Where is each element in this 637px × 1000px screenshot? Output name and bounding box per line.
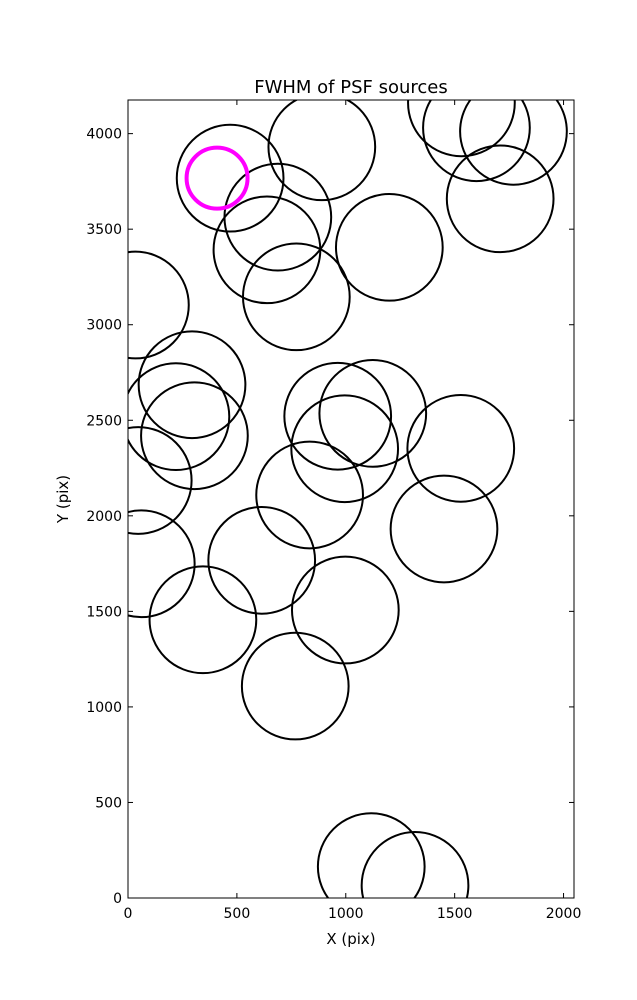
psf-source-circle <box>360 831 470 898</box>
psf-source-circle <box>137 330 247 440</box>
psf-source-circle <box>255 440 364 550</box>
psf-source-circle <box>445 144 555 254</box>
psf-source-circle <box>223 162 333 272</box>
psf-source-circle <box>290 394 400 504</box>
psf-source-circle <box>267 100 377 202</box>
plot-area <box>128 100 568 898</box>
y-tick-label: 3500 <box>86 222 122 238</box>
psf-source-circle <box>140 381 249 491</box>
psf-source-circle <box>128 250 190 360</box>
psf-source-circle <box>318 359 428 468</box>
psf-source-circle <box>175 123 285 233</box>
y-tick-label: 2500 <box>86 413 122 429</box>
psf-source-circle <box>128 362 231 471</box>
y-tick-label: 2000 <box>86 509 122 525</box>
y-tick-label: 4000 <box>86 127 122 143</box>
x-tick-label: 500 <box>224 906 251 922</box>
psf-source-circle <box>148 565 258 675</box>
x-tick-label: 2000 <box>546 906 582 922</box>
x-axis-label: X (pix) <box>326 930 375 948</box>
psf-source-circle <box>207 505 317 615</box>
psf-source-circle <box>316 812 426 898</box>
y-axis-label: Y (pix) <box>54 475 72 524</box>
psf-source-circle <box>240 631 350 741</box>
y-tick-label: 500 <box>95 795 122 811</box>
chart-title: FWHM of PSF sources <box>254 77 448 98</box>
x-tick-label: 0 <box>124 906 133 922</box>
y-tick-label: 3000 <box>86 318 122 334</box>
x-axis-ticks: 0 500 1000 1500 2000 <box>124 100 582 922</box>
x-tick-label: 1500 <box>437 906 473 922</box>
psf-source-circle <box>241 242 351 352</box>
x-tick-label: 1000 <box>328 906 364 922</box>
y-tick-label: 1000 <box>86 700 122 716</box>
psf-source-circle <box>459 100 568 186</box>
psf-source-circle <box>407 100 516 158</box>
psf-source-circle <box>389 474 499 584</box>
highlight-source-circle <box>184 145 250 211</box>
psf-source-circle <box>128 426 193 535</box>
psf-source-circle <box>334 192 444 302</box>
psf-source-circle <box>283 361 393 471</box>
psf-source-circle <box>406 394 516 503</box>
psf-source-circle <box>212 195 322 305</box>
y-tick-label: 0 <box>113 891 122 907</box>
psf-source-circle <box>290 555 400 665</box>
psf-source-circle <box>128 509 196 619</box>
y-tick-label: 1500 <box>86 604 122 620</box>
y-axis-ticks: 0 500 1000 1500 2000 2500 3000 3500 4000 <box>86 127 574 907</box>
psf-source-circle <box>422 100 531 183</box>
plot-frame <box>127 99 575 899</box>
